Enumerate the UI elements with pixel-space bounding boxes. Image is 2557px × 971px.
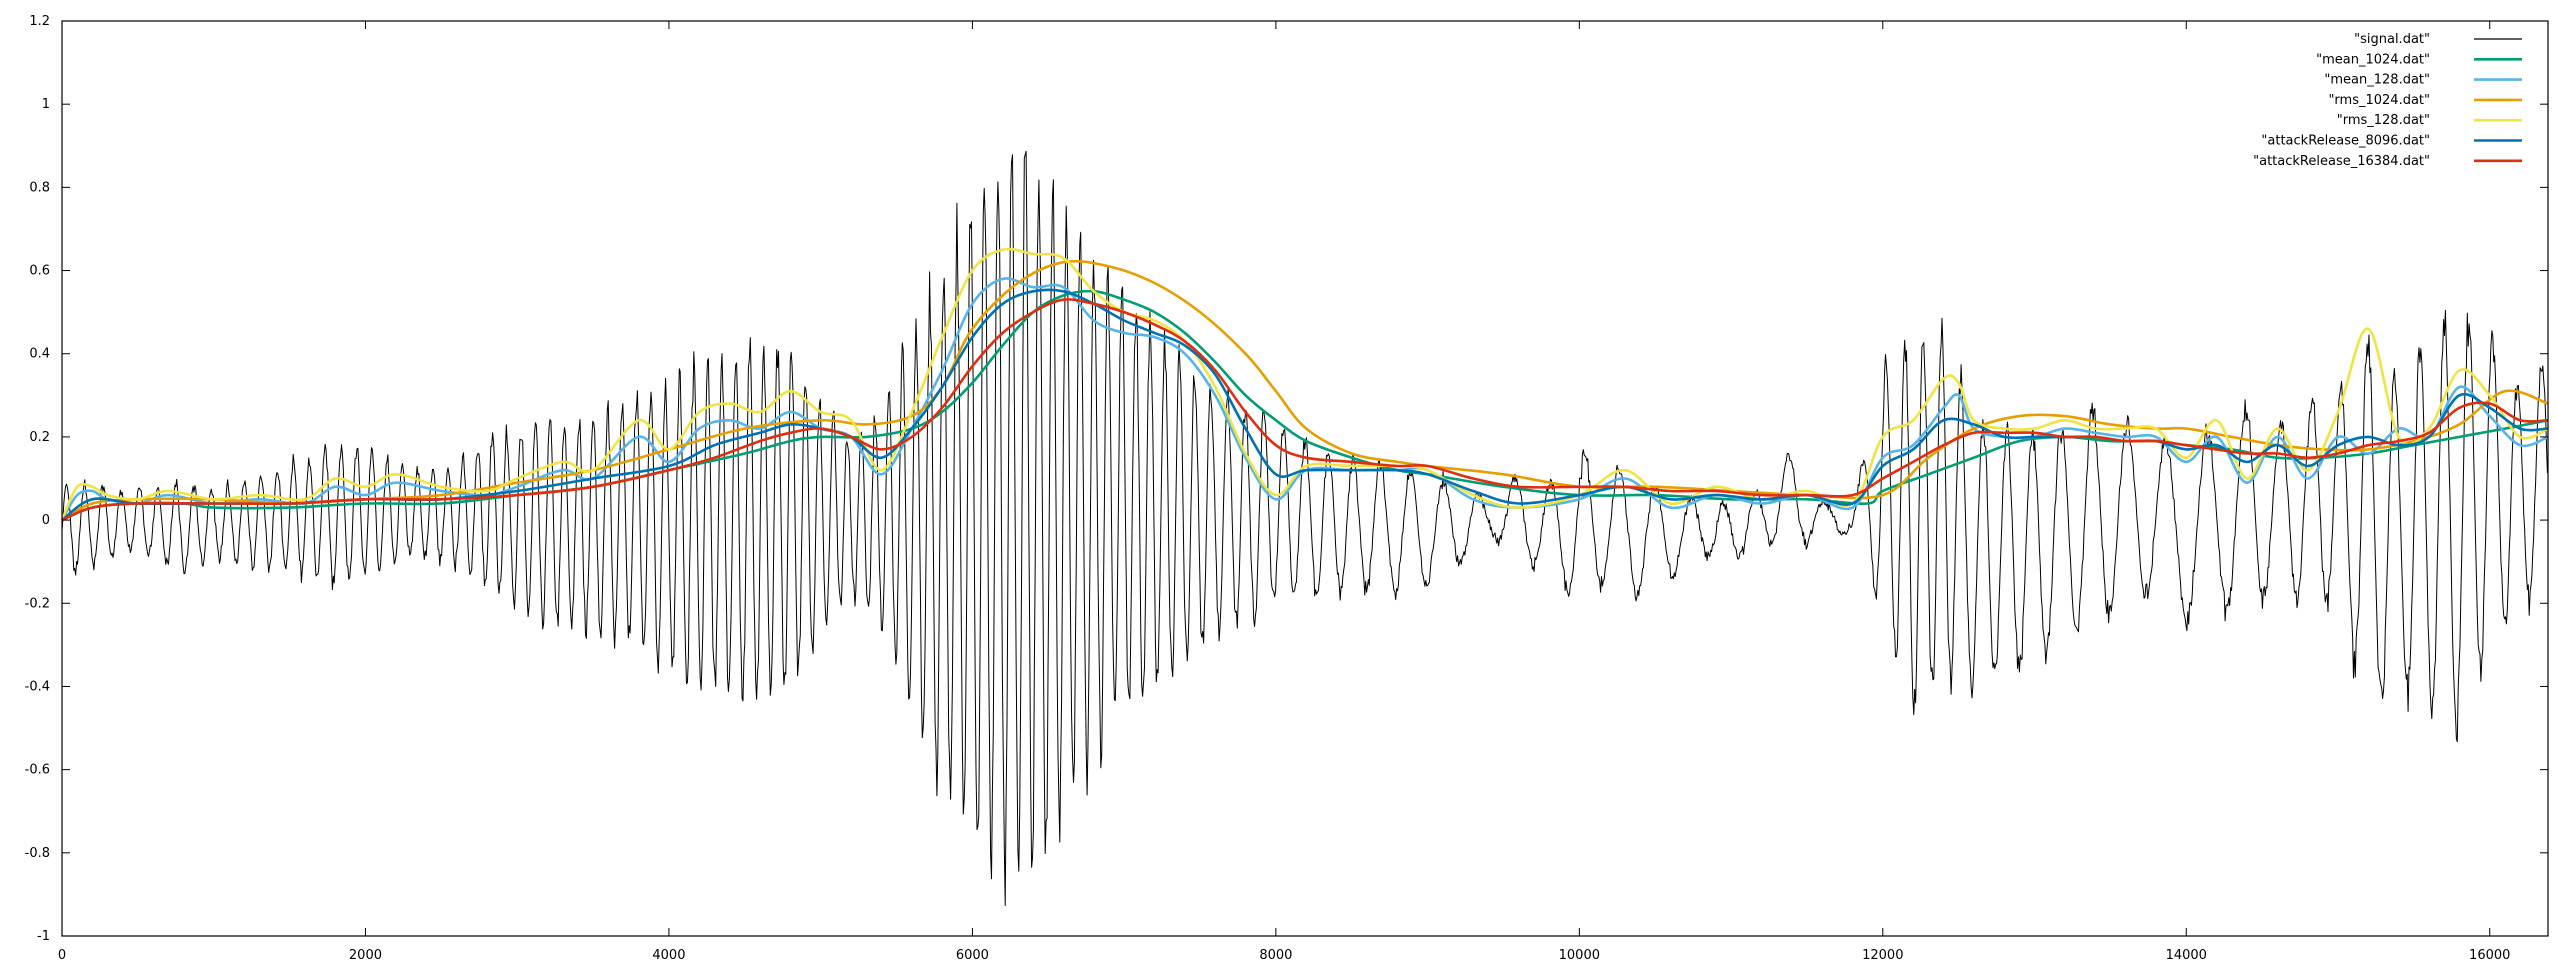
- y-tick-label: -0.8: [25, 846, 50, 861]
- y-tick-label: 0.4: [29, 347, 50, 362]
- legend-label: "mean_128.dat": [2324, 73, 2430, 88]
- x-tick-label: 16000: [2469, 948, 2510, 963]
- legend-label: "rms_1024.dat": [2328, 93, 2430, 108]
- x-tick-label: 4000: [652, 948, 685, 963]
- legend-label: "attackRelease_16384.dat": [2253, 154, 2430, 169]
- y-tick-label: -1: [37, 929, 50, 944]
- x-tick-label: 10000: [1559, 948, 1600, 963]
- y-tick-label: 0.2: [29, 430, 50, 445]
- y-tick-label: -0.4: [25, 679, 50, 694]
- legend: "signal.dat" "mean_1024.dat" "mean_128.dat…: [2253, 32, 2522, 169]
- y-tick-label: -0.2: [25, 596, 50, 611]
- series-line-3: [60, 247, 2549, 521]
- x-tick-label: 14000: [2166, 948, 2207, 963]
- signal-layer: [61, 150, 2548, 906]
- y-tick-label: 0.8: [29, 180, 50, 195]
- y-tick-label: -0.6: [25, 763, 50, 778]
- legend-label: "mean_1024.dat": [2316, 52, 2430, 67]
- y-tick-label: 0.6: [29, 264, 50, 279]
- x-axis: 0 2000 4000 6000 8000 10000 12000 14000 16000: [58, 21, 2510, 963]
- x-tick-label: 12000: [1862, 948, 1903, 963]
- x-tick-label: 2000: [349, 948, 382, 963]
- x-tick-label: 8000: [1259, 948, 1292, 963]
- plot-frame: [61, 20, 2549, 937]
- x-tick-label: 0: [58, 948, 66, 963]
- x-tick-label: 6000: [956, 948, 989, 963]
- y-tick-label: 0: [42, 513, 50, 528]
- signal-line: [61, 150, 2548, 906]
- series-layer: [60, 247, 2549, 522]
- y-axis: -1 -0.8 -0.6 -0.4 -0.2 0 0.2 0.4 0.6 0.8 1 1.2: [25, 14, 2548, 944]
- y-tick-label: 1.2: [29, 14, 50, 29]
- series-line-1: [60, 277, 2549, 521]
- series-line-5: [61, 298, 2549, 522]
- legend-label: "attackRelease_8096.dat": [2261, 134, 2430, 149]
- legend-label: "signal.dat": [2354, 32, 2430, 47]
- legend-label: "rms_128.dat": [2337, 113, 2430, 128]
- series-line-2: [61, 259, 2549, 522]
- series-line-4: [61, 288, 2549, 522]
- y-tick-label: 1: [42, 97, 50, 112]
